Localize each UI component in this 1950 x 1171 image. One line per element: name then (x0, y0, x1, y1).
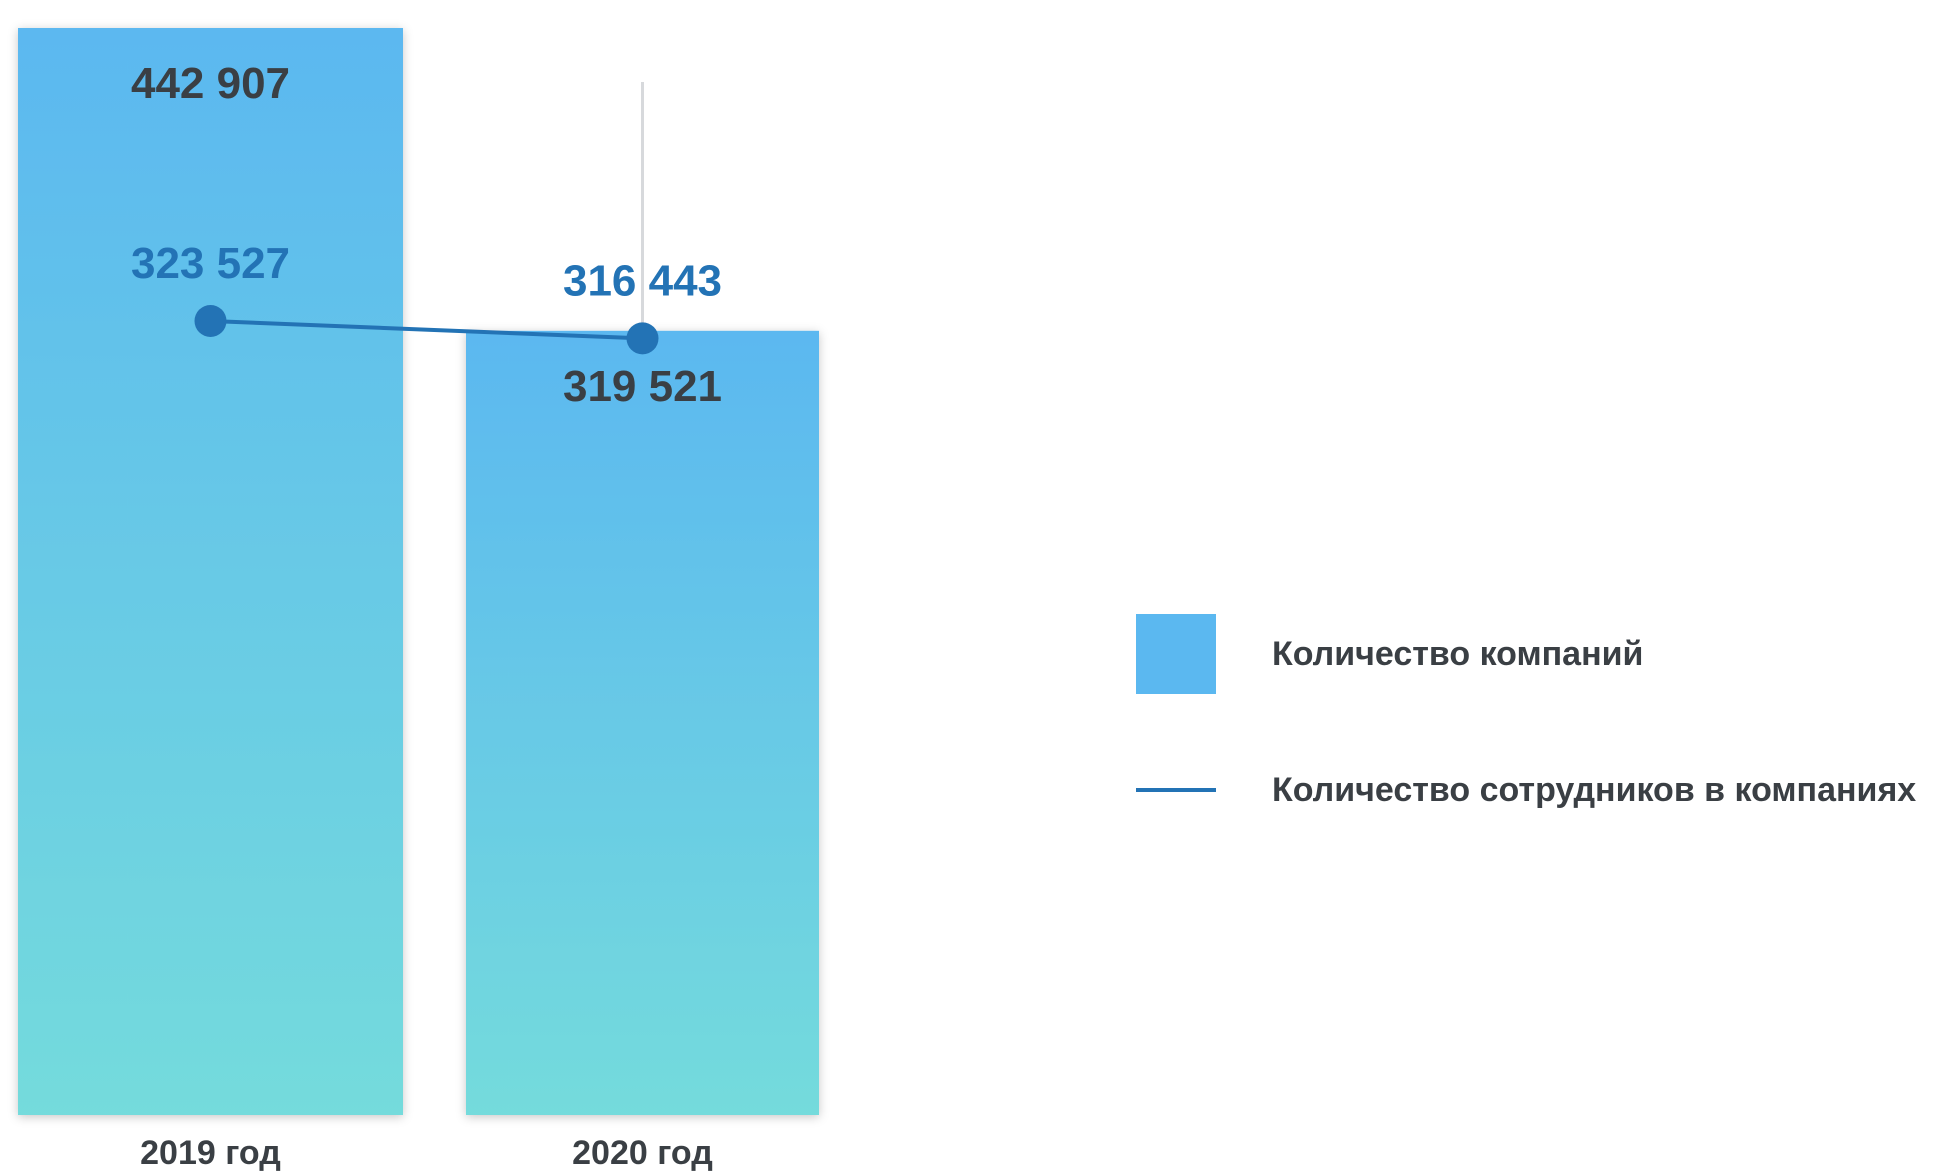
x-tick-label: 2019 год (140, 1134, 281, 1171)
bar-2019 (18, 28, 403, 1115)
companies-value-label: 442 907 (131, 59, 290, 108)
employees-line (210, 318, 643, 341)
legend-swatch-companies (1136, 614, 1216, 694)
x-tick-label: 2020 год (572, 1134, 713, 1171)
legend-label-employees: Количество сотрудников в компаниях (1272, 770, 1917, 809)
bars-layer (18, 28, 819, 1115)
employees-point-2020 (626, 322, 659, 355)
bar-2020 (466, 330, 819, 1115)
legend-item-companies: Количество компаний (1136, 614, 1950, 694)
legend-item-employees: Количество сотрудников в компаниях (1136, 750, 1950, 830)
companies-value-label: 319 521 (563, 362, 722, 411)
employees-point-2019 (194, 304, 227, 337)
labels-layer: 2019 год 2020 год 323 527 316 443 442 907 319… (131, 59, 722, 1171)
legend-swatch-employees (1136, 788, 1216, 792)
chart-legend: Количество компаний Количество сотрудник… (1136, 614, 1950, 886)
employees-value-label: 323 527 (131, 239, 290, 288)
legend-label-companies: Количество компаний (1272, 634, 1644, 673)
employees-value-label: 316 443 (563, 256, 722, 305)
line-layer (194, 82, 659, 355)
